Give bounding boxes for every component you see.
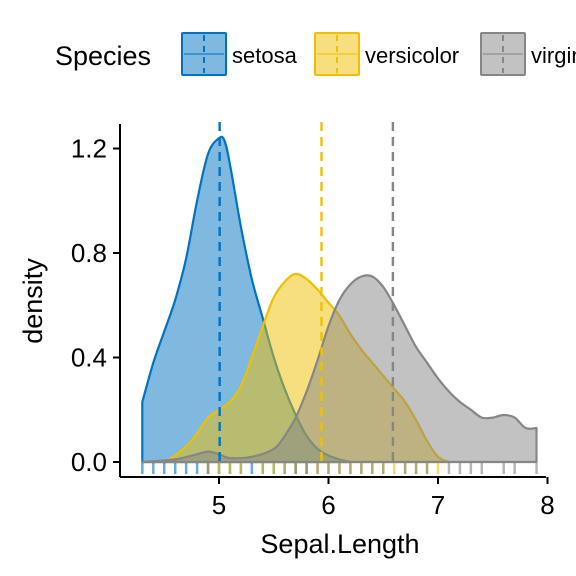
- legend-title: Species: [55, 41, 151, 71]
- y-axis-ticks: 0.0 0.4 0.8 1.2: [71, 134, 120, 477]
- legend: Species setosa versicolor virginica: [55, 32, 576, 76]
- mean-lines: [218, 122, 395, 462]
- density-area-virginica: [141, 274, 538, 464]
- y-tick-label: 0.4: [71, 343, 107, 373]
- x-tick-label: 8: [540, 490, 554, 520]
- legend-key-setosa: [181, 32, 227, 76]
- x-axis-title: Sepal.Length: [260, 529, 419, 559]
- legend-key-virginica: [480, 32, 526, 76]
- legend-key-versicolor: [314, 32, 360, 76]
- y-tick-label: 1.2: [71, 134, 107, 164]
- legend-label-setosa: setosa: [232, 43, 298, 68]
- rug-marks: [141, 463, 538, 474]
- x-tick-label: 5: [212, 490, 226, 520]
- x-axis-ticks: 5 6 7 8: [212, 477, 555, 520]
- legend-label-virginica: virginica: [531, 43, 576, 68]
- y-tick-label: 0.0: [71, 447, 107, 477]
- legend-label-versicolor: versicolor: [365, 43, 459, 68]
- density-areas: [141, 135, 538, 464]
- x-tick-label: 6: [321, 490, 335, 520]
- y-axis-title: density: [18, 258, 48, 344]
- x-tick-label: 7: [431, 490, 445, 520]
- y-tick-label: 0.8: [71, 238, 107, 268]
